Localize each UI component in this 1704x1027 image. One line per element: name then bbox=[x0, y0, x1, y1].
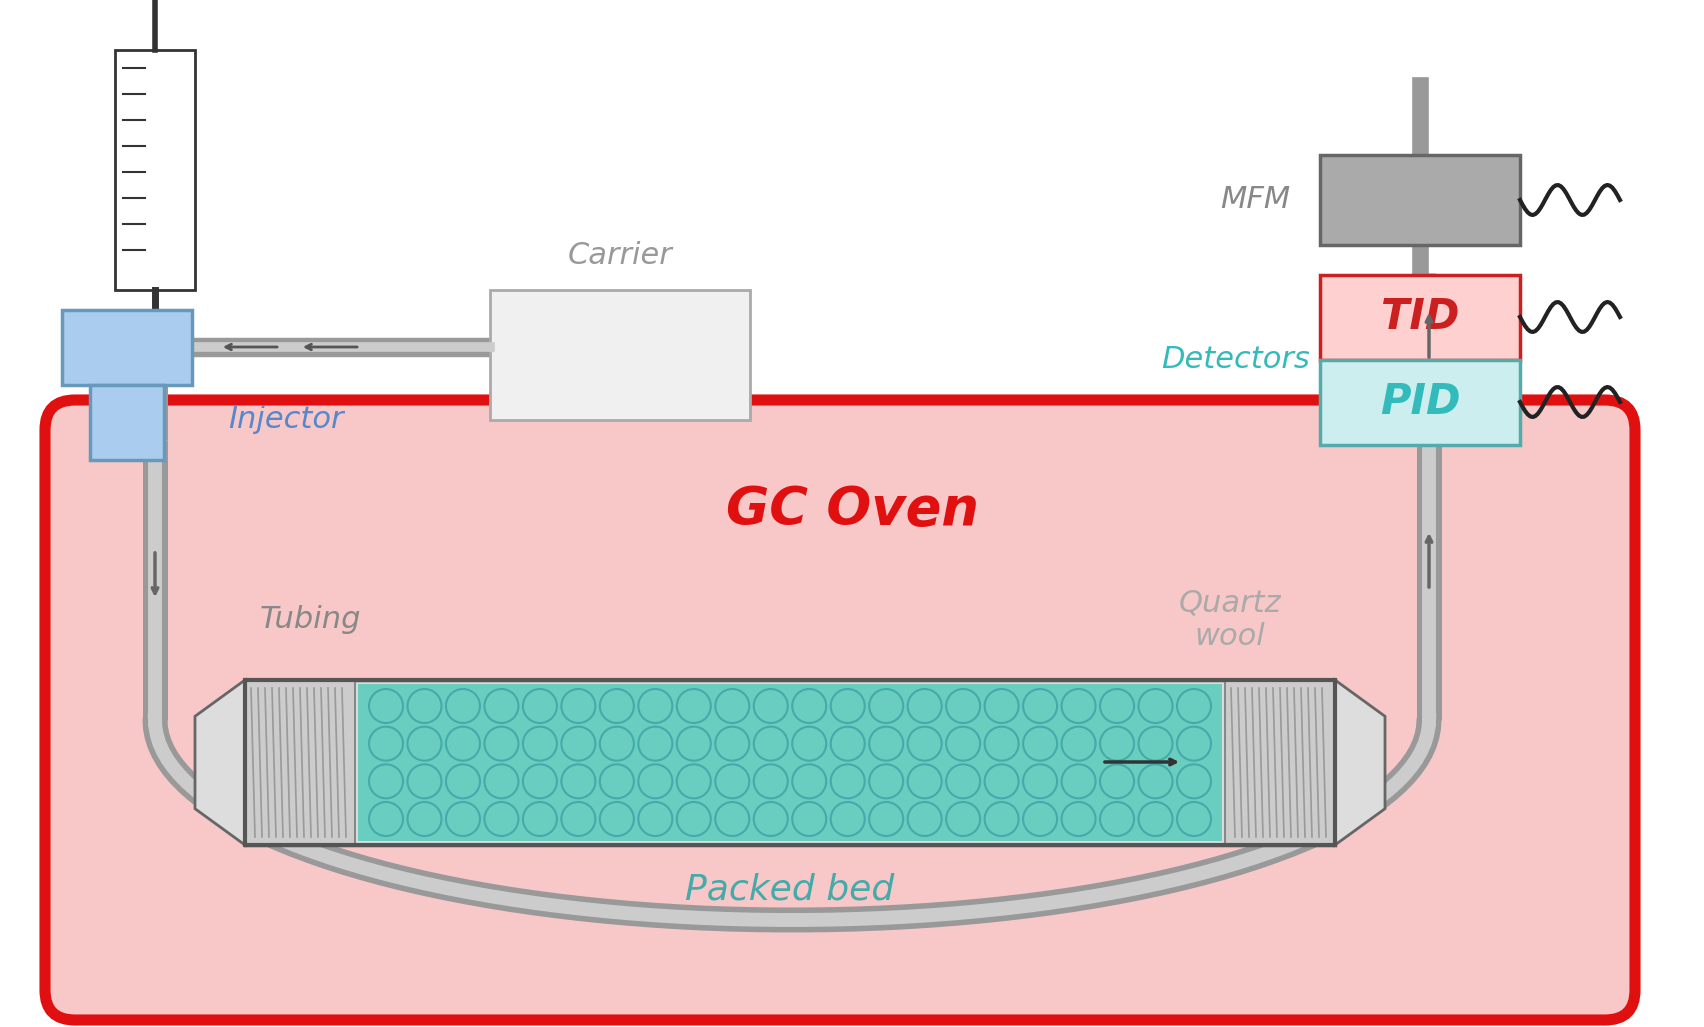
Bar bbox=[61, 310, 193, 385]
Text: Quartz
wool: Quartz wool bbox=[1179, 588, 1281, 651]
Text: GC Oven: GC Oven bbox=[726, 484, 978, 536]
FancyBboxPatch shape bbox=[44, 400, 1636, 1020]
Text: Packed bed: Packed bed bbox=[685, 873, 895, 907]
Text: Tubing: Tubing bbox=[261, 606, 361, 635]
Text: TID: TID bbox=[1380, 296, 1459, 338]
Text: Injector: Injector bbox=[228, 406, 344, 434]
Text: Detectors: Detectors bbox=[1160, 345, 1310, 375]
Bar bbox=[358, 684, 1222, 841]
Bar bbox=[114, 50, 194, 290]
Bar bbox=[245, 680, 354, 845]
Polygon shape bbox=[194, 680, 245, 845]
Bar bbox=[245, 680, 1334, 845]
Bar bbox=[1225, 680, 1334, 845]
Bar bbox=[90, 385, 164, 460]
Text: MFM: MFM bbox=[1220, 186, 1290, 215]
Bar bbox=[1321, 275, 1520, 360]
Bar bbox=[1321, 360, 1520, 445]
Bar bbox=[245, 680, 1334, 845]
Polygon shape bbox=[1334, 680, 1385, 845]
Text: Carrier: Carrier bbox=[567, 240, 673, 269]
Bar bbox=[1321, 155, 1520, 245]
Text: PID: PID bbox=[1380, 381, 1460, 423]
Bar bbox=[491, 290, 750, 420]
